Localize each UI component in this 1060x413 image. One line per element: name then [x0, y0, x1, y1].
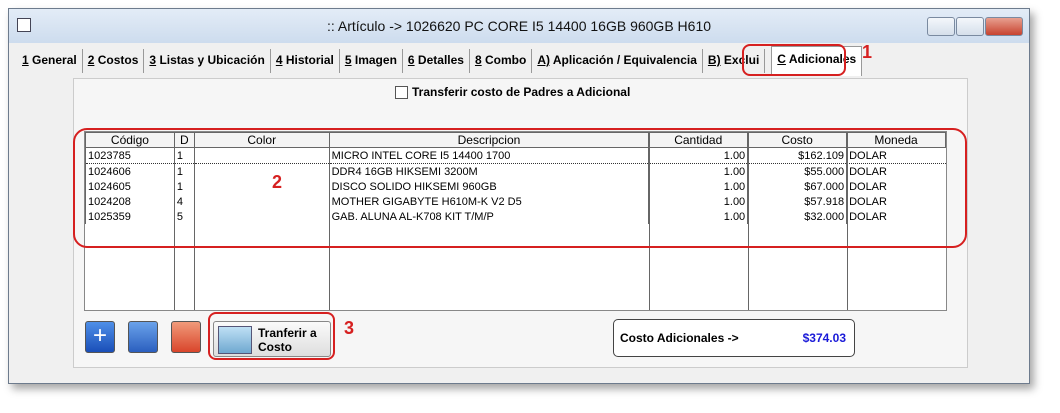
summary-label: Costo Adicionales -> — [620, 331, 739, 345]
table-cell: DOLAR — [846, 179, 946, 194]
table-row[interactable]: 1023785 1 MICRO INTEL CORE I5 14400 1700 1.… — [85, 147, 946, 164]
table-cell: 1024606 — [85, 163, 175, 179]
table-cell: DOLAR — [846, 163, 946, 179]
summary-value: $374.03 — [802, 331, 846, 345]
maximize-button[interactable] — [956, 17, 984, 36]
tab-strip: 1 General 2 Costos 3 Listas y Ubicación 4 H… — [17, 46, 863, 76]
table-row[interactable]: 1024605 1 DISCO SOLIDO HIKSEMI 960GB 1.00 $6… — [85, 179, 946, 194]
transfer-checkbox[interactable]: Transferir costo de Padres a Adicional — [395, 85, 630, 99]
column-divider — [329, 132, 330, 310]
tab[interactable]: 5 Imagen — [340, 49, 403, 73]
items-grid: Código D Color Descripcion Cantidad Costo Mone… — [84, 131, 947, 311]
tab[interactable]: 6 Detalles — [403, 49, 470, 73]
table-cell: 1024605 — [85, 179, 175, 194]
title-bar: :: Artículo -> 1026620 PC CORE I5 14400 … — [9, 9, 1029, 43]
add-button[interactable]: + — [85, 321, 115, 353]
table-cell: $162.109 — [747, 147, 847, 164]
edit-button[interactable] — [128, 321, 158, 353]
tab[interactable]: 1 General — [17, 49, 83, 73]
transfer-button[interactable]: Tranferir a Costo — [213, 321, 331, 357]
column-header: D — [173, 132, 195, 148]
table-cell: $67.000 — [747, 179, 847, 194]
table-row[interactable]: 1024208 4 MOTHER GIGABYTE H610M-K V2 D5 1.0… — [85, 194, 946, 209]
checkbox-box[interactable] — [395, 85, 408, 99]
column-divider — [649, 132, 650, 310]
table-cell: $32.000 — [747, 209, 847, 224]
minimize-button[interactable] — [927, 17, 955, 36]
column-header: Costo — [747, 132, 848, 148]
table-row[interactable]: 1025359 5 GAB. ALUNA AL-K708 KIT T/M/P 1.00… — [85, 209, 946, 224]
close-button[interactable] — [985, 17, 1023, 36]
tab[interactable]: C Adicionales — [771, 46, 863, 76]
annotation-box — [742, 44, 846, 76]
column-divider — [748, 132, 749, 310]
table-cell: DOLAR — [846, 209, 946, 224]
column-divider — [194, 132, 195, 310]
table-cell: $57.918 — [747, 194, 847, 209]
tab[interactable]: A) Aplicación / Equivalencia — [532, 49, 703, 73]
annotation-box — [73, 128, 967, 248]
checkbox-label: Transferir costo de Padres a Adicional — [412, 85, 631, 99]
table-cell: DOLAR — [846, 147, 946, 164]
table-cell: MOTHER GIGABYTE H610M-K V2 D5 — [328, 194, 649, 209]
column-header: Código — [85, 132, 175, 148]
transfer-button-label: Tranferir a Costo — [258, 326, 317, 354]
table-row[interactable]: 1024606 1 DDR4 16GB HIKSEMI 3200M 1.00 $55.0… — [85, 163, 946, 179]
table-cell: DDR4 16GB HIKSEMI 3200M — [328, 163, 649, 179]
table-cell: 1025359 — [85, 209, 175, 224]
tab[interactable]: 3 Listas y Ubicación — [144, 49, 271, 73]
app-icon — [17, 18, 31, 32]
tab[interactable]: 8 Combo — [470, 49, 533, 73]
items-table: Código D Color Descripcion Cantidad Costo Mone… — [85, 132, 946, 224]
tab[interactable]: 2 Costos — [83, 49, 145, 73]
annotation-number: 3 — [344, 318, 355, 338]
table-cell: GAB. ALUNA AL-K708 KIT T/M/P — [328, 209, 649, 224]
tab[interactable]: 4 Historial — [271, 49, 340, 73]
transfer-icon — [218, 326, 252, 354]
tab[interactable]: B) Exclui — [703, 49, 766, 73]
table-cell: 1.00 — [648, 147, 748, 164]
table-cell: DISCO SOLIDO HIKSEMI 960GB — [328, 179, 649, 194]
delete-button[interactable] — [171, 321, 201, 353]
annotation-number: 1 — [862, 42, 873, 62]
column-divider — [174, 132, 175, 310]
table-cell: $55.000 — [747, 163, 847, 179]
annotation-number: 2 — [272, 172, 283, 192]
window: :: Artículo -> 1026620 PC CORE I5 14400 … — [8, 8, 1030, 384]
summary-box: Costo Adicionales -> $374.03 — [613, 319, 855, 357]
window-title: :: Artículo -> 1026620 PC CORE I5 14400 … — [326, 18, 712, 34]
table-cell: 1024208 — [85, 194, 175, 209]
annotation-box — [208, 312, 335, 360]
column-divider — [847, 132, 848, 310]
table-cell: DOLAR — [846, 194, 946, 209]
table-cell: 1023785 — [85, 147, 175, 164]
table-cell: MICRO INTEL CORE I5 14400 1700 — [328, 147, 649, 164]
